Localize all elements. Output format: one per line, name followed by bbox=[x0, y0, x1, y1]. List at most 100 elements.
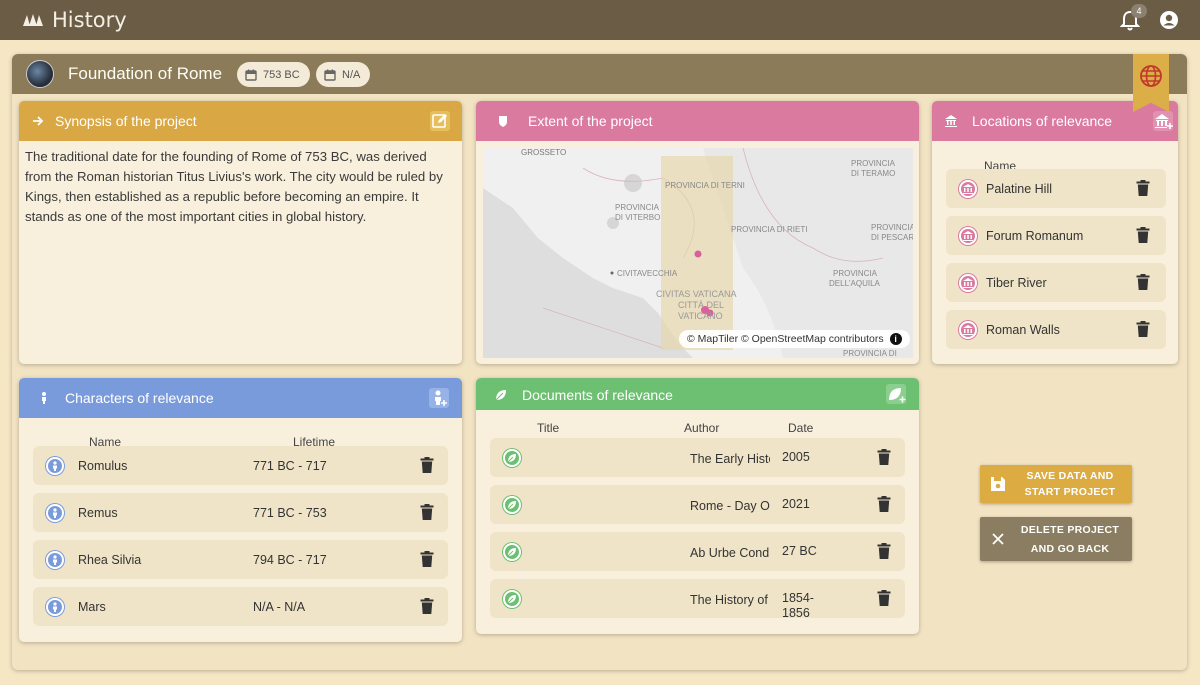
add-location-button[interactable] bbox=[1153, 111, 1173, 131]
landmark-icon bbox=[958, 320, 978, 340]
calendar-icon bbox=[324, 69, 336, 81]
person-icon bbox=[42, 392, 46, 404]
trash-icon[interactable] bbox=[420, 457, 434, 473]
location-name: Roman Walls bbox=[986, 323, 1060, 337]
save-label-line-2: START PROJECT bbox=[1024, 486, 1116, 498]
trash-icon[interactable] bbox=[877, 590, 891, 606]
trash-icon[interactable] bbox=[420, 504, 434, 520]
start-date: 753 BC bbox=[263, 68, 300, 81]
leaf-icon bbox=[502, 495, 522, 515]
end-date: N/A bbox=[342, 68, 361, 81]
documents-header: Documents of relevance bbox=[476, 378, 919, 410]
document-row[interactable]: Rome - Day Or 2021 bbox=[490, 485, 905, 524]
leaf-icon bbox=[495, 390, 506, 401]
extent-header: Extent of the project bbox=[476, 101, 919, 141]
documents-title: Documents of relevance bbox=[522, 387, 673, 403]
leaf-icon bbox=[502, 542, 522, 562]
map-label: DI VITERBO bbox=[615, 213, 660, 222]
location-name: Forum Romanum bbox=[986, 229, 1084, 243]
leaf-icon bbox=[502, 448, 522, 468]
characters-column-name: Name bbox=[89, 435, 122, 449]
edit-synopsis-button[interactable] bbox=[430, 111, 450, 131]
map-label: VATICANO bbox=[678, 311, 723, 321]
document-author: Rome - Day Or bbox=[690, 499, 770, 513]
map-label: PROVINCIA DI bbox=[843, 349, 897, 358]
location-row[interactable]: Forum Romanum bbox=[946, 216, 1166, 255]
extent-map[interactable]: GROSSETO PROVINCIA DI TERNI PROVINCIA DI… bbox=[483, 148, 913, 358]
person-icon bbox=[45, 456, 65, 476]
start-date-chip[interactable]: 753 BC bbox=[237, 62, 310, 87]
project-header: Foundation of Rome 753 BC N/A bbox=[12, 54, 1187, 94]
map-attribution[interactable]: © MapTiler © OpenStreetMap contributors … bbox=[679, 330, 910, 348]
delete-and-go-back-button[interactable]: DELETE PROJECT AND GO BACK bbox=[980, 517, 1132, 561]
map-label: DI TERAMO bbox=[851, 169, 895, 178]
app-title: History bbox=[52, 8, 127, 32]
document-row[interactable]: The Early Histo 2005 bbox=[490, 438, 905, 477]
trash-icon[interactable] bbox=[1136, 180, 1150, 196]
character-name: Romulus bbox=[78, 459, 128, 473]
trash-icon[interactable] bbox=[877, 543, 891, 559]
map-label: PROVINCIA bbox=[615, 203, 660, 212]
character-lifetime: 794 BC - 717 bbox=[253, 553, 327, 567]
landmark-icon bbox=[958, 273, 978, 293]
project-card: Foundation of Rome 753 BC N/A Synopsis o… bbox=[12, 54, 1187, 670]
synopsis-text: The traditional date for the founding of… bbox=[25, 149, 443, 224]
documents-column-title: Title bbox=[537, 421, 560, 435]
document-author: The Early Histo bbox=[690, 452, 770, 466]
end-date-chip[interactable]: N/A bbox=[316, 62, 371, 87]
character-row[interactable]: Romulus 771 BC - 717 bbox=[33, 446, 448, 485]
character-row[interactable]: Rhea Silvia 794 BC - 717 bbox=[33, 540, 448, 579]
document-date-continued: 1856 bbox=[782, 606, 810, 620]
trash-icon[interactable] bbox=[1136, 321, 1150, 337]
character-name: Mars bbox=[78, 600, 106, 614]
add-document-button[interactable] bbox=[886, 384, 906, 404]
character-row[interactable]: Mars N/A - N/A bbox=[33, 587, 448, 626]
map-attribution-text: © MapTiler © OpenStreetMap contributors bbox=[687, 333, 884, 345]
app-logo-icon bbox=[22, 13, 44, 27]
document-row[interactable]: The History of 1854- 1856 bbox=[490, 579, 905, 620]
trash-icon[interactable] bbox=[1136, 227, 1150, 243]
landmark-icon bbox=[945, 115, 957, 127]
character-lifetime: 771 BC - 717 bbox=[253, 459, 327, 473]
location-name: Tiber River bbox=[986, 276, 1047, 290]
delete-label-line-2: AND GO BACK bbox=[1030, 543, 1110, 555]
location-row[interactable]: Palatine Hill bbox=[946, 169, 1166, 208]
document-row[interactable]: Ab Urbe Condi 27 BC bbox=[490, 532, 905, 571]
add-character-button[interactable] bbox=[429, 388, 449, 408]
document-author: The History of bbox=[690, 593, 768, 607]
document-author: Ab Urbe Condi bbox=[690, 546, 770, 560]
character-lifetime: 771 BC - 753 bbox=[253, 506, 327, 520]
trash-icon[interactable] bbox=[877, 496, 891, 512]
trash-icon[interactable] bbox=[420, 598, 434, 614]
map-label: DELL'AQUILA bbox=[829, 279, 881, 288]
synopsis-title: Synopsis of the project bbox=[55, 113, 197, 129]
characters-header: Characters of relevance bbox=[19, 378, 462, 418]
trash-icon[interactable] bbox=[420, 551, 434, 567]
save-and-start-button[interactable]: SAVE DATA AND START PROJECT bbox=[980, 465, 1132, 503]
shield-icon bbox=[499, 116, 507, 127]
characters-panel: Characters of relevance Name Lifetime Ro… bbox=[19, 378, 462, 642]
document-date: 1854- bbox=[782, 591, 814, 605]
characters-title: Characters of relevance bbox=[65, 390, 214, 406]
person-icon bbox=[45, 597, 65, 617]
character-row[interactable]: Remus 771 BC - 753 bbox=[33, 493, 448, 532]
info-icon[interactable]: i bbox=[889, 333, 902, 345]
extent-title: Extent of the project bbox=[528, 113, 653, 129]
person-icon bbox=[45, 503, 65, 523]
document-date: 27 BC bbox=[782, 544, 817, 558]
map-label: PROVINCIA bbox=[871, 223, 913, 232]
character-name: Remus bbox=[78, 506, 118, 520]
character-lifetime: N/A - N/A bbox=[253, 600, 306, 614]
account-icon[interactable] bbox=[1159, 10, 1179, 30]
map-label: PROVINCIA DI TERNI bbox=[665, 181, 745, 190]
map-label: DI PESCAR bbox=[871, 233, 913, 242]
save-label-line-1: SAVE DATA AND bbox=[1026, 470, 1114, 482]
add-person-icon bbox=[435, 390, 447, 406]
location-row[interactable]: Tiber River bbox=[946, 263, 1166, 302]
trash-icon[interactable] bbox=[877, 449, 891, 465]
globe-bookmark[interactable] bbox=[1133, 54, 1169, 112]
trash-icon[interactable] bbox=[1136, 274, 1150, 290]
characters-column-lifetime: Lifetime bbox=[293, 435, 336, 449]
location-row[interactable]: Roman Walls bbox=[946, 310, 1166, 349]
delete-label-line-1: DELETE PROJECT bbox=[1020, 524, 1120, 536]
